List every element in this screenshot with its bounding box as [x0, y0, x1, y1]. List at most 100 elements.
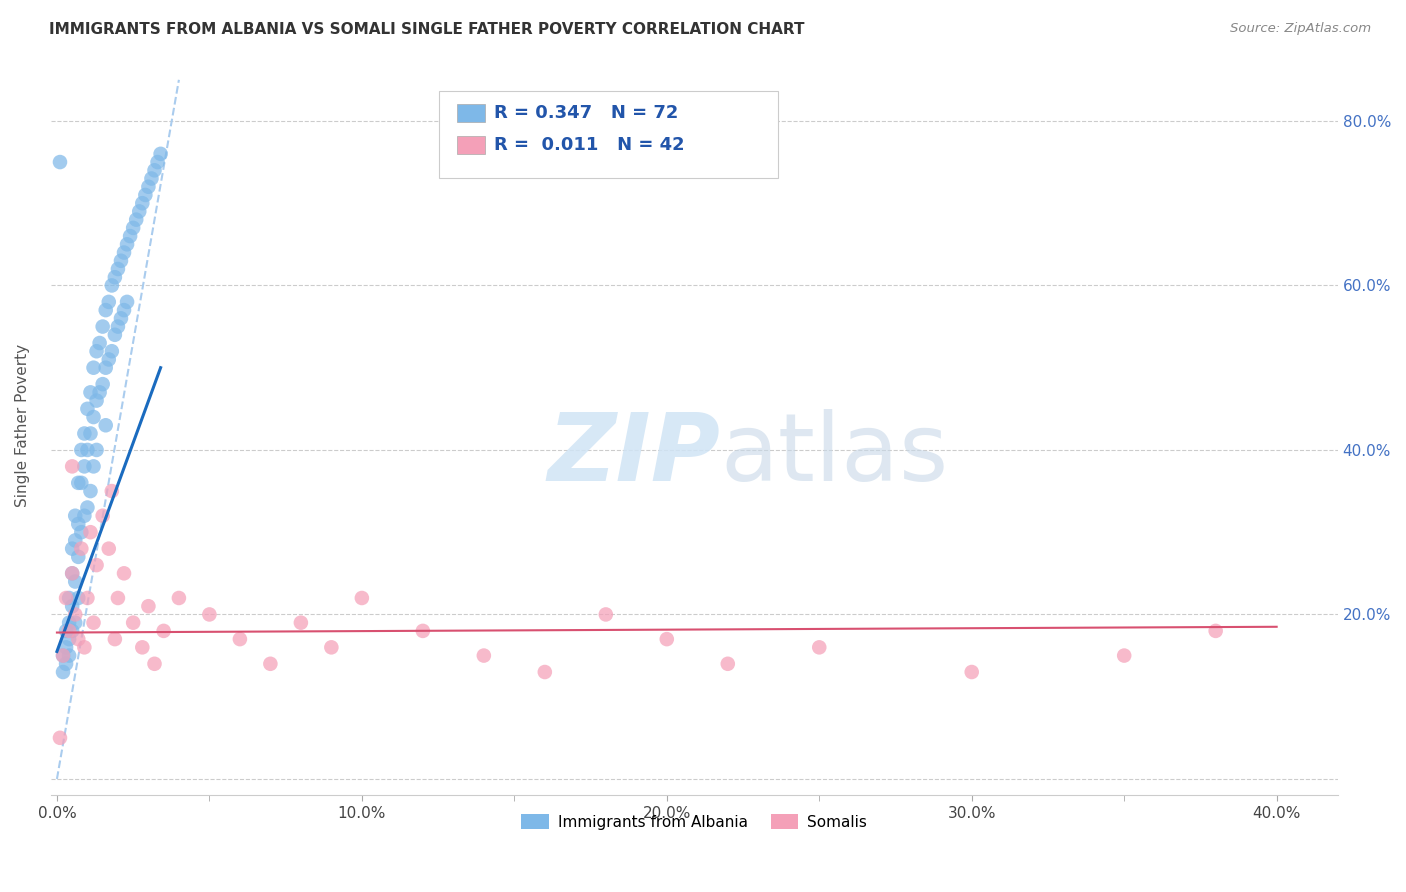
Point — [134, 188, 156, 202]
Point — [89, 385, 111, 400]
Text: IMMIGRANTS FROM ALBANIA VS SOMALI SINGLE FATHER POVERTY CORRELATION CHART: IMMIGRANTS FROM ALBANIA VS SOMALI SINGLE… — [49, 22, 804, 37]
Point — [141, 171, 163, 186]
Point — [65, 615, 87, 630]
Point — [67, 549, 90, 564]
Point — [83, 360, 105, 375]
Point — [76, 591, 98, 605]
Point — [107, 262, 129, 277]
Point — [94, 303, 117, 318]
Point — [655, 632, 678, 647]
Text: R = 0.347   N = 72: R = 0.347 N = 72 — [494, 104, 678, 122]
Point — [94, 360, 117, 375]
Point — [259, 657, 281, 671]
Point — [79, 385, 101, 400]
Point — [65, 574, 87, 589]
Point — [79, 426, 101, 441]
Point — [67, 516, 90, 531]
Point — [472, 648, 495, 663]
Point — [65, 508, 87, 523]
Point — [83, 459, 105, 474]
Point — [152, 624, 174, 638]
Point — [808, 640, 831, 655]
Point — [143, 657, 166, 671]
Point — [198, 607, 221, 622]
Y-axis label: Single Father Poverty: Single Father Poverty — [15, 343, 30, 507]
Point — [107, 591, 129, 605]
Point — [52, 665, 75, 679]
Point — [73, 508, 96, 523]
Point — [60, 566, 83, 581]
Point — [55, 640, 77, 655]
Point — [49, 155, 72, 169]
Point — [1114, 648, 1136, 663]
Point — [131, 640, 153, 655]
Point — [112, 566, 135, 581]
Point — [79, 484, 101, 499]
Point — [83, 410, 105, 425]
Point — [131, 196, 153, 211]
Point — [122, 615, 145, 630]
Point — [149, 146, 172, 161]
Text: R =  0.011   N = 42: R = 0.011 N = 42 — [494, 136, 685, 154]
Point — [112, 303, 135, 318]
Point — [128, 204, 150, 219]
Text: ZIP: ZIP — [547, 409, 720, 501]
Point — [76, 401, 98, 416]
Point — [76, 500, 98, 515]
Point — [73, 640, 96, 655]
Point — [960, 665, 983, 679]
Point — [350, 591, 373, 605]
Point — [115, 237, 138, 252]
Point — [52, 648, 75, 663]
Point — [101, 278, 124, 293]
Point — [89, 336, 111, 351]
Point — [79, 525, 101, 540]
Point — [58, 591, 80, 605]
Point — [97, 541, 120, 556]
Point — [112, 245, 135, 260]
Point — [229, 632, 252, 647]
Point — [97, 294, 120, 309]
Point — [101, 344, 124, 359]
Point — [70, 541, 93, 556]
Point — [73, 426, 96, 441]
Point — [97, 352, 120, 367]
Point — [1205, 624, 1227, 638]
Point — [58, 615, 80, 630]
Point — [58, 624, 80, 638]
Point — [86, 558, 108, 573]
Point — [125, 212, 148, 227]
Point — [101, 484, 124, 499]
Text: atlas: atlas — [720, 409, 948, 501]
Point — [67, 475, 90, 490]
Point — [717, 657, 740, 671]
Point — [138, 179, 160, 194]
Point — [290, 615, 312, 630]
Point — [595, 607, 617, 622]
Point — [146, 155, 169, 169]
Point — [65, 607, 87, 622]
Point — [104, 270, 127, 285]
Point — [67, 591, 90, 605]
Point — [138, 599, 160, 614]
Point — [533, 665, 555, 679]
Point — [107, 319, 129, 334]
Point — [73, 459, 96, 474]
Point — [60, 599, 83, 614]
Point — [60, 566, 83, 581]
Point — [115, 294, 138, 309]
Point — [52, 648, 75, 663]
Point — [70, 475, 93, 490]
Point — [49, 731, 72, 745]
Text: Source: ZipAtlas.com: Source: ZipAtlas.com — [1230, 22, 1371, 36]
Point — [143, 163, 166, 178]
Point — [104, 632, 127, 647]
Point — [167, 591, 190, 605]
Point — [122, 220, 145, 235]
Legend: Immigrants from Albania, Somalis: Immigrants from Albania, Somalis — [515, 807, 873, 836]
Point — [60, 541, 83, 556]
Point — [60, 624, 83, 638]
Point — [94, 418, 117, 433]
Point — [83, 615, 105, 630]
Point — [70, 525, 93, 540]
